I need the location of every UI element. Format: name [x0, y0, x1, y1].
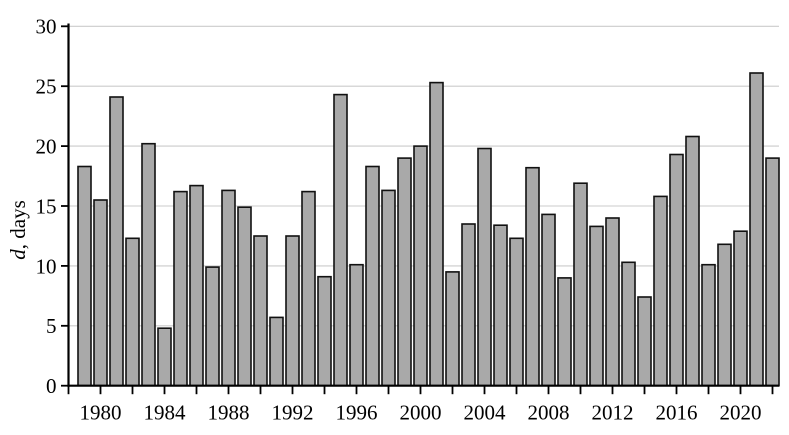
bar-1989: [237, 206, 252, 387]
bar-2015: [653, 195, 668, 387]
bar-1990: [253, 235, 268, 387]
bar-2014: [637, 296, 652, 387]
bar-2007: [525, 166, 540, 387]
bar-1979: [77, 165, 92, 387]
bar-2001: [429, 81, 444, 387]
y-tick-label: 5: [46, 314, 57, 338]
y-tick-label: 20: [36, 134, 57, 158]
x-tick-label: 2004: [464, 401, 507, 425]
bar-1985: [173, 190, 188, 387]
bar-2010: [573, 182, 588, 387]
bar-2011: [589, 225, 604, 387]
bar-2012: [605, 217, 620, 387]
bar-2008: [541, 213, 556, 387]
bar-1997: [365, 165, 380, 387]
x-tick-label: 2012: [592, 401, 634, 425]
bar-2013: [621, 261, 636, 387]
bar-1995: [333, 93, 348, 387]
y-axis-title: d, days: [6, 200, 30, 260]
bar-2017: [685, 135, 700, 387]
x-tick-label: 2000: [400, 401, 442, 425]
bar-2009: [557, 277, 572, 387]
bar-2003: [461, 223, 476, 387]
bar-2002: [445, 271, 460, 387]
bar-1996: [349, 263, 364, 387]
bar-1998: [381, 189, 396, 387]
y-tick-label: 15: [36, 194, 57, 218]
bar-2016: [669, 153, 684, 387]
x-tick-label: 1988: [208, 401, 250, 425]
bar-2019: [717, 243, 732, 387]
bar-2006: [509, 237, 524, 387]
bar-1986: [189, 184, 204, 387]
bar-1984: [157, 327, 172, 387]
x-tick-label: 2016: [656, 401, 698, 425]
y-tick-label: 30: [36, 15, 57, 39]
x-tick-label: 1992: [272, 401, 314, 425]
bar-1994: [317, 275, 332, 387]
x-tick-label: 1980: [80, 401, 122, 425]
bar-2000: [413, 145, 428, 387]
bar-1991: [269, 316, 284, 387]
bar-1992: [285, 235, 300, 387]
bar-2020: [733, 230, 748, 387]
x-tick-label: 2020: [720, 401, 762, 425]
x-tick-label: 1984: [144, 401, 187, 425]
bar-1982: [125, 237, 140, 387]
x-tick-label: 1996: [336, 401, 378, 425]
bar-1993: [301, 190, 316, 387]
bar-2018: [701, 263, 716, 387]
bar-2005: [493, 224, 508, 387]
bar-1987: [205, 266, 220, 387]
bar-2004: [477, 147, 492, 387]
bar-1999: [397, 157, 412, 387]
y-tick-label: 10: [36, 254, 57, 278]
y-tick-label: 25: [36, 75, 57, 99]
x-tick-label: 2008: [528, 401, 570, 425]
bar-2022: [765, 157, 780, 387]
bar-1981: [109, 96, 124, 387]
bar-1988: [221, 189, 236, 387]
bar-1983: [141, 142, 156, 387]
y-tick-label: 0: [46, 374, 57, 398]
bar-1980: [93, 199, 108, 387]
bar-2021: [749, 72, 764, 387]
